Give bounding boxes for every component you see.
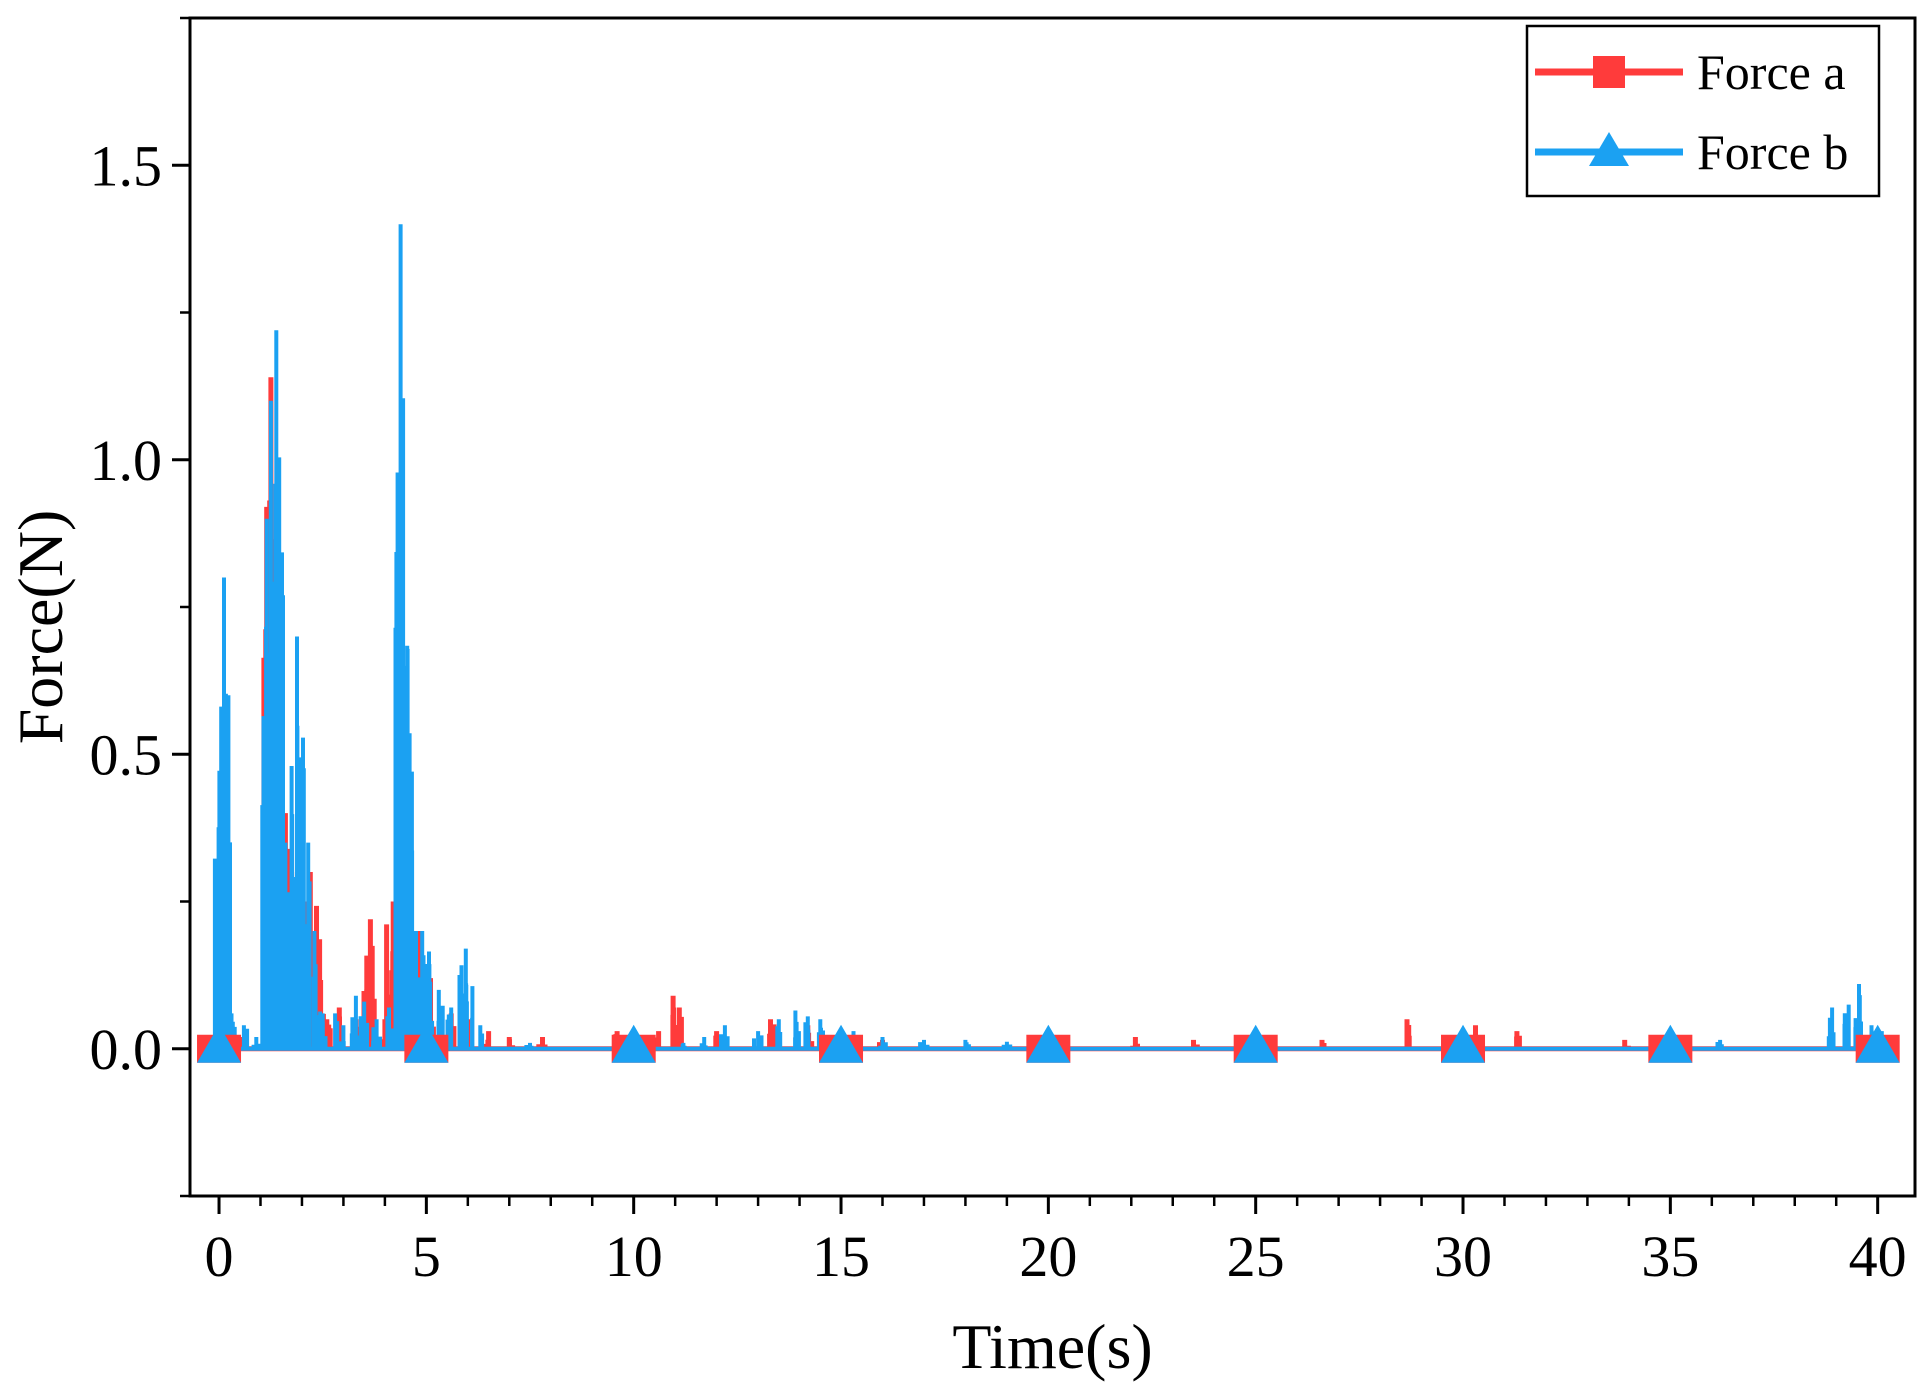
series-layer <box>204 224 1899 1052</box>
force-b-marker <box>1441 1024 1486 1063</box>
legend-box <box>1525 24 1881 198</box>
x-tick-label: 10 <box>605 1224 663 1289</box>
force-b-marker <box>819 1024 864 1063</box>
y-tick-label: 0.0 <box>90 1017 163 1082</box>
force-b-marker <box>1648 1024 1693 1063</box>
axis-layer: 0 5 10 15 20 25 30 35 40 0.0 0.5 1.0 1.5 <box>90 16 1907 1289</box>
x-tick-label: 15 <box>812 1224 870 1289</box>
x-tick-label: 25 <box>1227 1224 1285 1289</box>
legend-marker-force-a <box>1593 56 1625 88</box>
y-tick-label: 0.5 <box>90 722 163 787</box>
legend-label-force-a: Force a <box>1697 44 1846 100</box>
y-tick-label: 1.5 <box>90 133 163 198</box>
legend-label-force-b: Force b <box>1697 124 1848 180</box>
force-b-marker <box>404 1024 449 1063</box>
legend-marker-force-b <box>1589 132 1629 166</box>
force-b-marker <box>197 1024 242 1063</box>
x-tick-label: 30 <box>1434 1224 1492 1289</box>
force-b-marker <box>611 1024 656 1063</box>
x-axis-title: Time(s) <box>952 1311 1152 1382</box>
series-force-b-line <box>204 224 1899 1051</box>
y-tick-label: 1.0 <box>90 428 163 493</box>
force-b-marker <box>1233 1024 1278 1063</box>
x-tick-label: 0 <box>205 1224 234 1289</box>
force-b-marker <box>1026 1024 1071 1063</box>
y-axis-title: Force(N) <box>5 510 76 745</box>
legend: Force a Force b <box>1525 24 1881 198</box>
force-b-marker <box>1855 1024 1900 1063</box>
x-tick-label: 5 <box>412 1224 441 1289</box>
marker-layer <box>197 1024 1900 1063</box>
x-tick-label: 35 <box>1641 1224 1699 1289</box>
x-tick-label: 20 <box>1019 1224 1077 1289</box>
x-tick-label: 40 <box>1849 1224 1907 1289</box>
series-force-a-line <box>204 377 1899 1052</box>
